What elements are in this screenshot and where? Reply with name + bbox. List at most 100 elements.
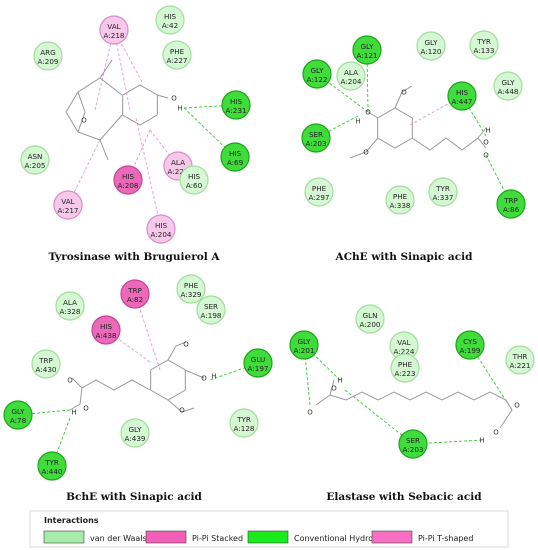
residue-chain-number: A:430 xyxy=(36,365,57,374)
legend-label-van-der-waals: van der Waals xyxy=(90,534,147,543)
residue-disc xyxy=(220,142,250,172)
residue-disc xyxy=(304,177,334,207)
residue-disc xyxy=(398,429,428,459)
residue-name: PHE xyxy=(184,281,199,290)
ring-bond xyxy=(377,107,413,149)
bond xyxy=(69,387,83,411)
residue-name: PHE xyxy=(170,47,185,56)
residue-name: CYS xyxy=(463,337,477,346)
residue-name: ALA xyxy=(63,298,77,307)
residue-name: ASN xyxy=(28,152,43,161)
residue-chain-number: A:200 xyxy=(360,320,381,329)
residue-disc xyxy=(416,31,446,61)
residue-name: VAL xyxy=(107,22,120,31)
caption-tyrosinase: Tyrosinase with Bruguierol A xyxy=(48,251,220,263)
residue-name: PHE xyxy=(398,360,413,369)
residue-disc xyxy=(99,15,129,45)
residue-name: SER xyxy=(309,130,323,139)
residue-disc xyxy=(289,330,319,360)
atom-o5: O xyxy=(83,405,89,413)
residue-chain-number: A:198 xyxy=(201,311,222,320)
residue-name: HIS xyxy=(229,149,242,158)
atom-o2: O xyxy=(331,385,337,393)
residue-chain-number: A:221 xyxy=(168,167,189,176)
residue-disc xyxy=(505,345,535,375)
atom-h1: H xyxy=(337,377,342,385)
legend-label-pi-pi-t-shaped: Pi-Pi T-shaped xyxy=(418,534,473,543)
residue-name: TYR xyxy=(476,37,491,46)
bond xyxy=(156,94,169,99)
pi-interaction-line xyxy=(135,117,162,230)
residue-disc xyxy=(301,123,331,153)
residue-name: VAL xyxy=(397,338,410,347)
bond xyxy=(81,379,151,391)
residue-chain-number: A:204 xyxy=(151,230,172,239)
residue-disc xyxy=(302,59,332,89)
residue-chain-number: A:447 xyxy=(452,97,473,106)
ring-bond xyxy=(150,359,186,401)
residue-chain-number: A:208 xyxy=(118,181,139,190)
residue-chain-number: A:217 xyxy=(58,206,79,215)
bond xyxy=(499,409,513,429)
panel-ache: OHOOHOOGLYA:121GLYA:120TYRA:133GLYA:122A… xyxy=(301,30,526,219)
residue-name: PHE xyxy=(393,192,408,201)
residue-name: GLY xyxy=(297,337,311,346)
residue-disc xyxy=(390,353,420,383)
residue-chain-number: A:448 xyxy=(498,87,519,96)
atom-h1: H xyxy=(177,105,182,113)
residue-name: HIS xyxy=(456,88,469,97)
residue-disc xyxy=(113,165,143,195)
residue-disc xyxy=(31,349,61,379)
residue-chain-number: A:69 xyxy=(227,158,244,167)
hydrogen-bond-line xyxy=(316,73,369,113)
residue-chain-number: A:338 xyxy=(390,201,411,210)
residue-disc xyxy=(469,30,499,60)
hydrogen-bond-line xyxy=(315,115,359,139)
legend-label-pi-pi-stacked: Pi-Pi Stacked xyxy=(192,534,243,543)
residue-chain-number: A:205 xyxy=(25,161,46,170)
residue-disc xyxy=(385,185,415,215)
residue-name: GLY xyxy=(128,425,142,434)
residue-name: THR xyxy=(512,352,528,361)
residue-disc xyxy=(91,315,121,345)
residue-disc xyxy=(155,5,185,35)
atom-o3: O xyxy=(514,402,520,410)
residue-chain-number: A:204 xyxy=(341,77,362,86)
residue-name: HIS xyxy=(100,322,113,331)
residue-name: TYR xyxy=(435,184,450,193)
residue-disc xyxy=(455,330,485,360)
residue-disc xyxy=(176,274,206,304)
residue-chain-number: A:328 xyxy=(60,307,81,316)
bond xyxy=(394,85,413,109)
residue-name: GLY xyxy=(360,42,374,51)
panel-elastase: OHOOHOGLNA:200GLYA:201VALA:224CYSA:199PH… xyxy=(289,304,535,459)
legend-label-conventional-hydrogen-bond: Conventional Hydrogen Bond xyxy=(294,534,411,543)
bond xyxy=(71,377,83,389)
residue-chain-number: A:122 xyxy=(307,75,328,84)
pi-interaction-line xyxy=(149,129,179,167)
residue-chain-number: A:203 xyxy=(306,139,327,148)
residue-chain-number: A:438 xyxy=(96,331,117,340)
residue-name: TYR xyxy=(236,415,251,424)
residue-disc xyxy=(336,61,366,91)
legend: Interactions van der Waals Pi-Pi Stacked… xyxy=(29,510,509,548)
atom-o3: O xyxy=(363,149,369,157)
residue-disc xyxy=(428,177,458,207)
residue-disc xyxy=(447,81,477,111)
residue-name: GLY xyxy=(11,407,25,416)
residue-name: TRP xyxy=(38,356,53,365)
bond xyxy=(99,139,109,161)
